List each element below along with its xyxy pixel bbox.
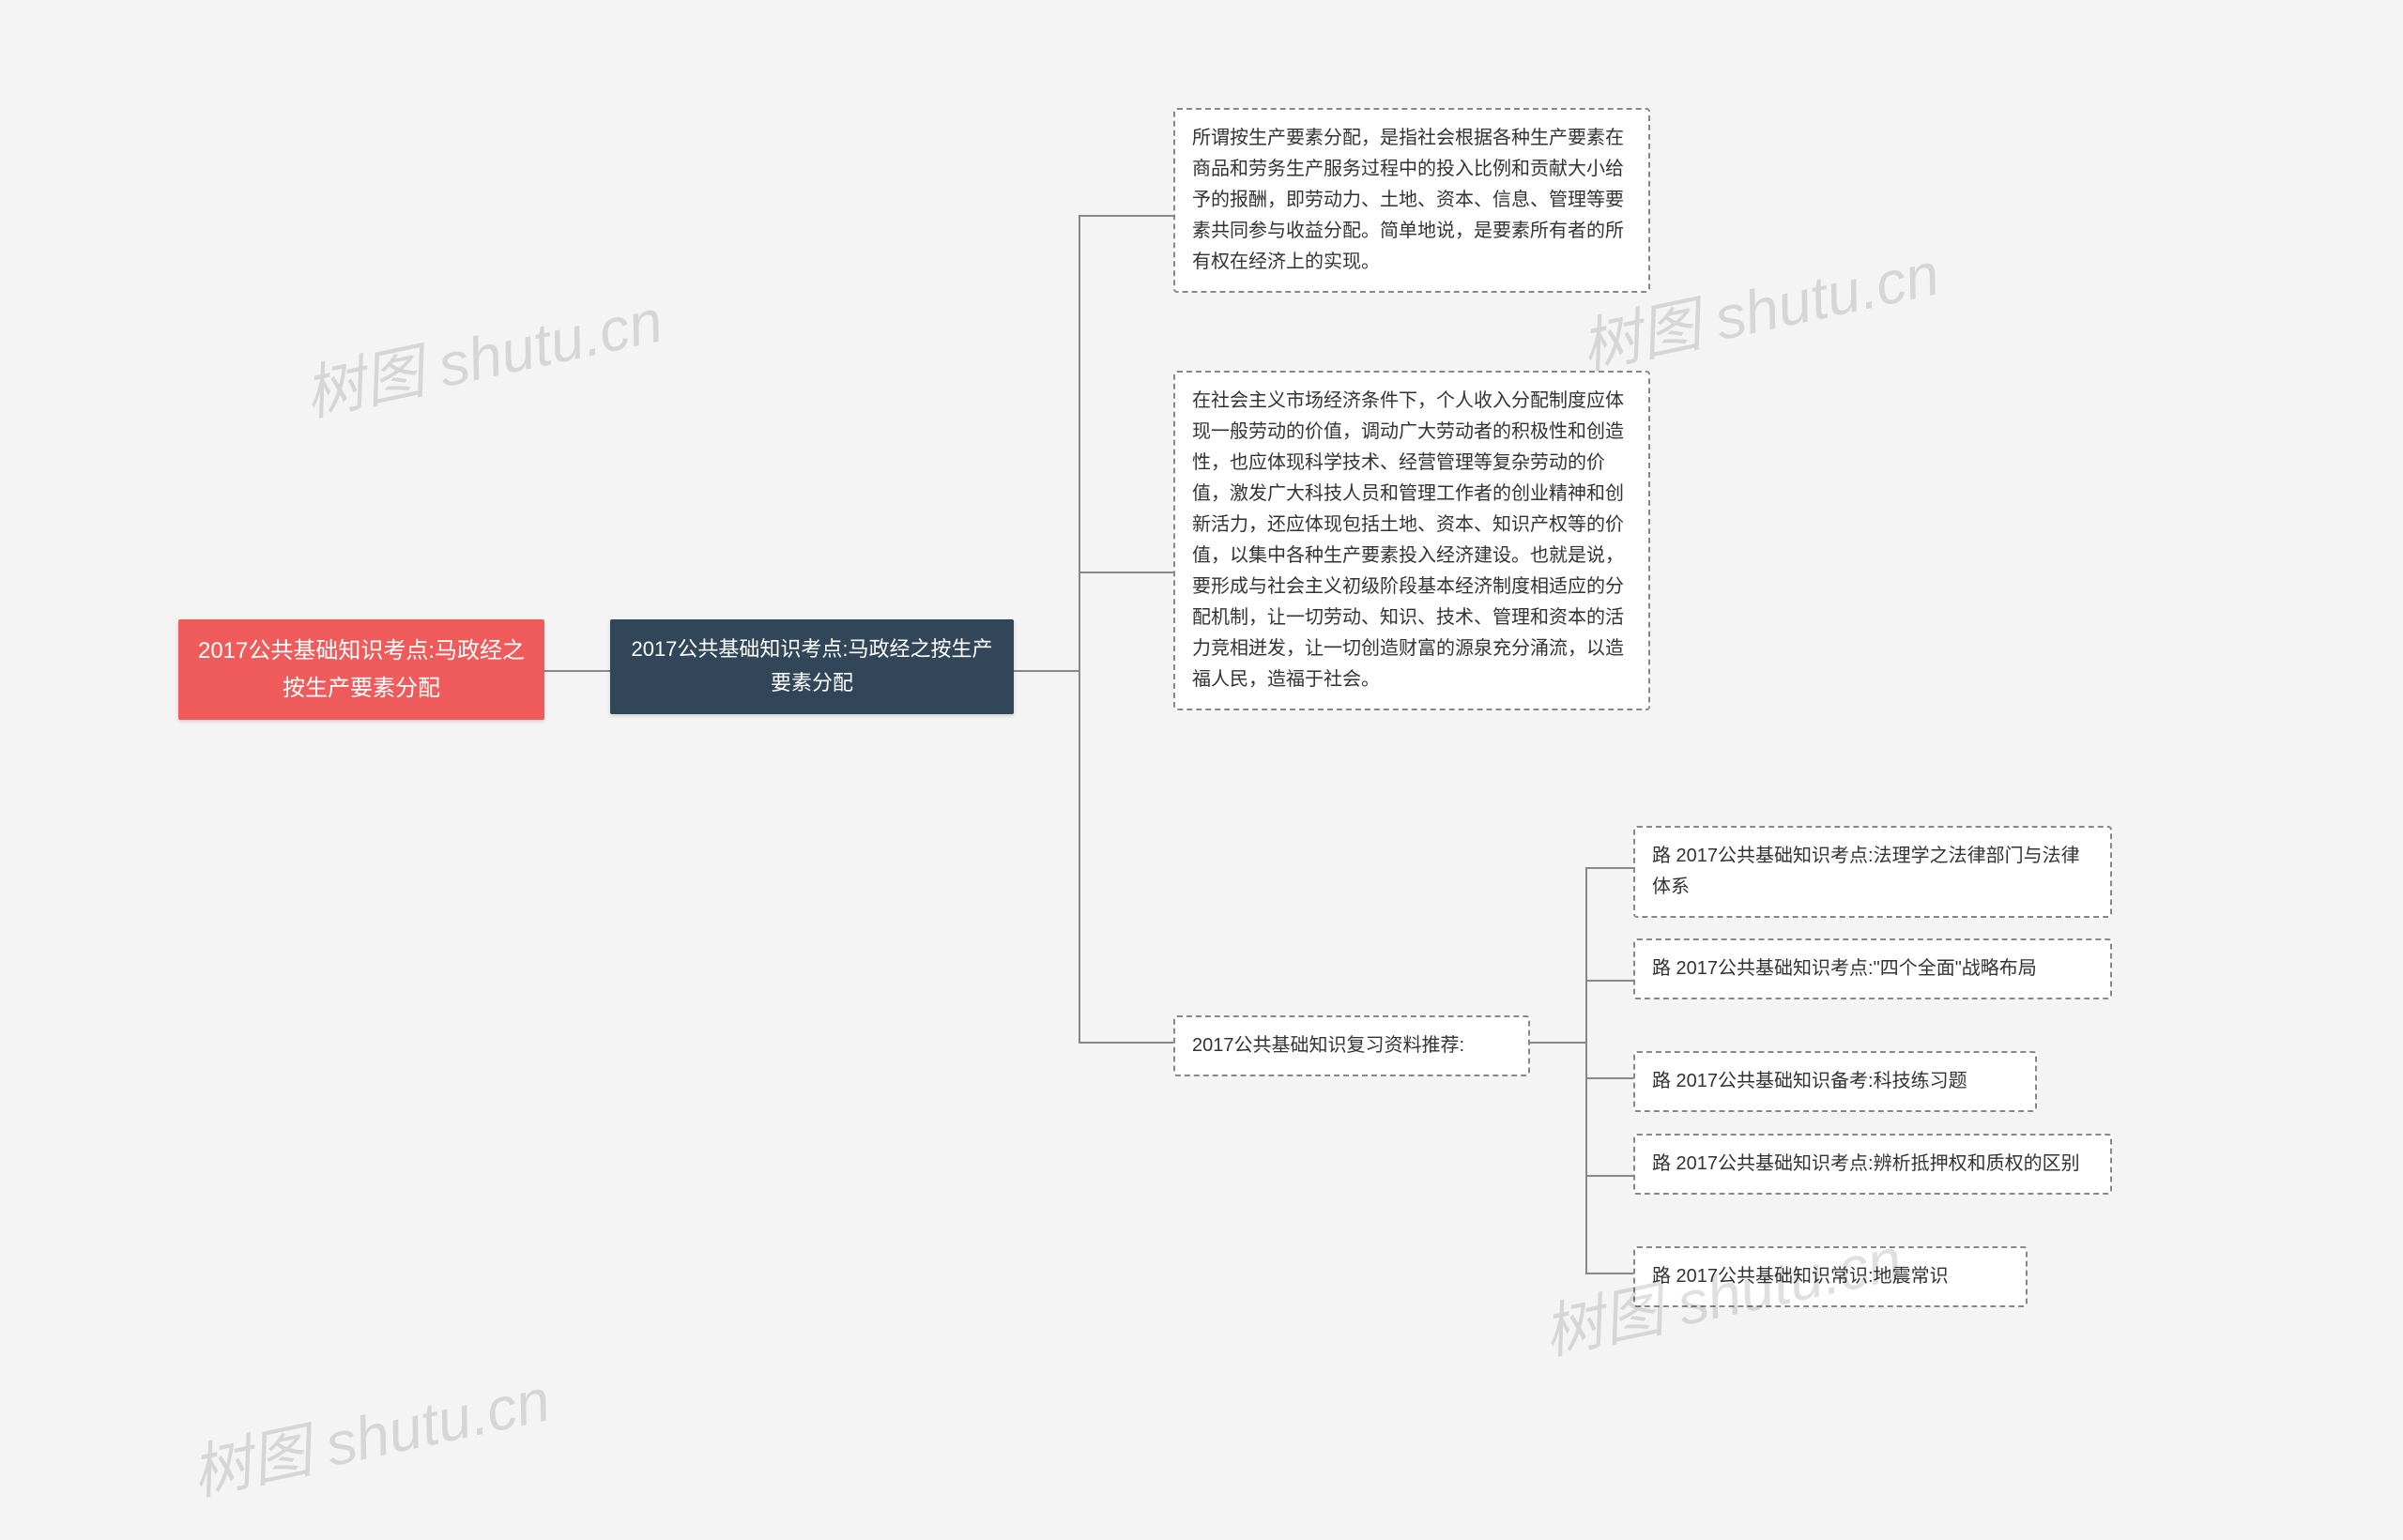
recommend-item: 路 2017公共基础知识考点:辨析抵押权和质权的区别 [1633,1134,2112,1195]
recommend-item: 路 2017公共基础知识备考:科技练习题 [1633,1051,2037,1112]
root-node: 2017公共基础知识考点:马政经之按生产要素分配 [178,619,544,720]
leaf-definition: 所谓按生产要素分配，是指社会根据各种生产要素在商品和劳务生产服务过程中的投入比例… [1173,108,1650,293]
leaf-explanation: 在社会主义市场经济条件下，个人收入分配制度应体现一般劳动的价值，调动广大劳动者的… [1173,371,1650,710]
leaf-recommend-header: 2017公共基础知识复习资料推荐: [1173,1015,1530,1076]
recommend-item: 路 2017公共基础知识考点:法理学之法律部门与法律体系 [1633,826,2112,918]
recommend-item: 路 2017公共基础知识考点:"四个全面"战略布局 [1633,938,2112,999]
sub-node: 2017公共基础知识考点:马政经之按生产要素分配 [610,619,1014,714]
recommend-item: 路 2017公共基础知识常识:地震常识 [1633,1246,2028,1307]
